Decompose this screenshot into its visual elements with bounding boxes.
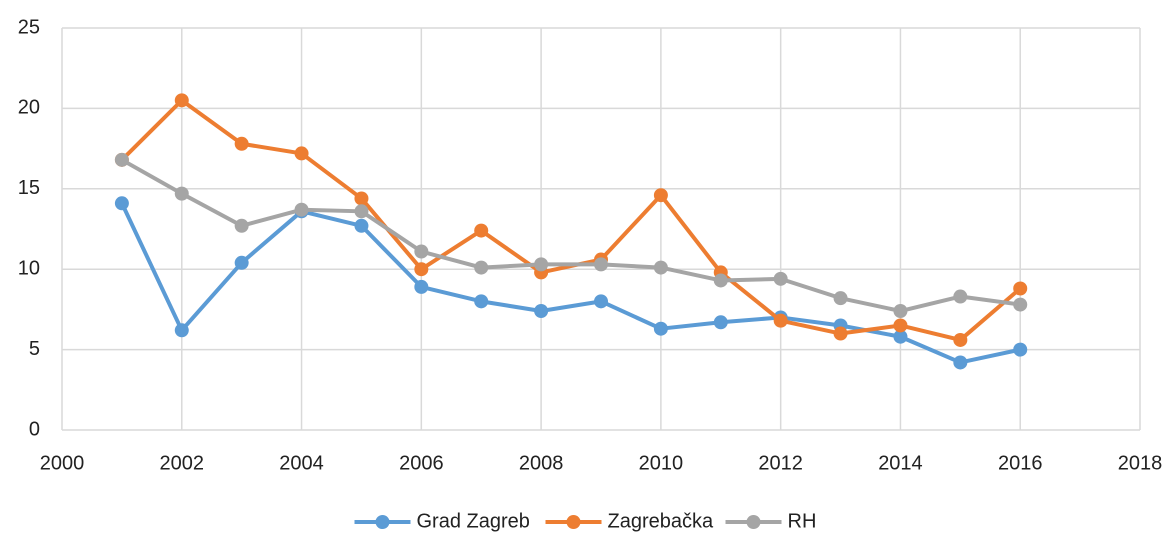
legend-label: Grad Zagreb [417, 510, 530, 532]
point [953, 289, 968, 304]
point [114, 152, 129, 167]
x-tick-label: 2008 [519, 452, 564, 474]
point [534, 257, 549, 272]
point [294, 146, 309, 161]
point [354, 218, 369, 233]
point [534, 304, 549, 319]
point [294, 202, 309, 217]
x-tick-label: 2018 [1118, 452, 1163, 474]
point [474, 223, 489, 238]
point [653, 188, 668, 203]
x-tick-label: 2014 [878, 452, 923, 474]
y-tick-label: 5 [29, 338, 40, 360]
legend-marker [566, 515, 581, 529]
point [594, 257, 608, 272]
x-tick-label: 2012 [758, 452, 803, 474]
x-tick-label: 2002 [160, 452, 205, 474]
y-tick-label: 20 [18, 97, 40, 119]
point [174, 93, 189, 108]
point [354, 191, 369, 206]
x-tick-label: 2006 [399, 452, 444, 474]
x-tick-label: 2010 [639, 452, 684, 474]
point [594, 294, 608, 309]
point [174, 186, 189, 201]
point [773, 313, 788, 328]
point [1013, 342, 1028, 357]
point [713, 273, 728, 288]
legend-marker [375, 515, 390, 529]
point [114, 196, 129, 211]
point [953, 355, 968, 370]
point [953, 332, 968, 347]
x-tick-label: 2004 [279, 452, 324, 474]
point [1013, 281, 1028, 296]
point [234, 218, 249, 233]
point [414, 244, 429, 259]
point [234, 255, 249, 270]
point [234, 136, 249, 151]
y-tick-label: 0 [29, 418, 40, 440]
point [653, 321, 668, 336]
point [354, 204, 369, 219]
series-line [120, 158, 1021, 314]
point [1013, 297, 1028, 312]
y-tick-label: 15 [18, 177, 40, 199]
legend-label: Zagrebačka [608, 510, 714, 532]
point [474, 260, 489, 275]
point [474, 294, 489, 309]
series-line [120, 202, 1021, 365]
point [893, 318, 908, 333]
point [893, 329, 908, 344]
y-tick-label: 25 [18, 16, 40, 38]
point [414, 262, 429, 277]
point [893, 304, 908, 319]
point [833, 326, 848, 341]
legend-label: RH [788, 510, 817, 532]
point [833, 291, 848, 306]
x-tick-label: 2000 [40, 452, 85, 474]
x-tick-label: 2016 [998, 452, 1043, 474]
point [713, 315, 728, 330]
point [653, 260, 668, 275]
y-tick-label: 10 [18, 257, 40, 279]
point [174, 323, 189, 338]
legend-marker [746, 515, 761, 529]
point [773, 271, 788, 286]
point [414, 279, 429, 294]
